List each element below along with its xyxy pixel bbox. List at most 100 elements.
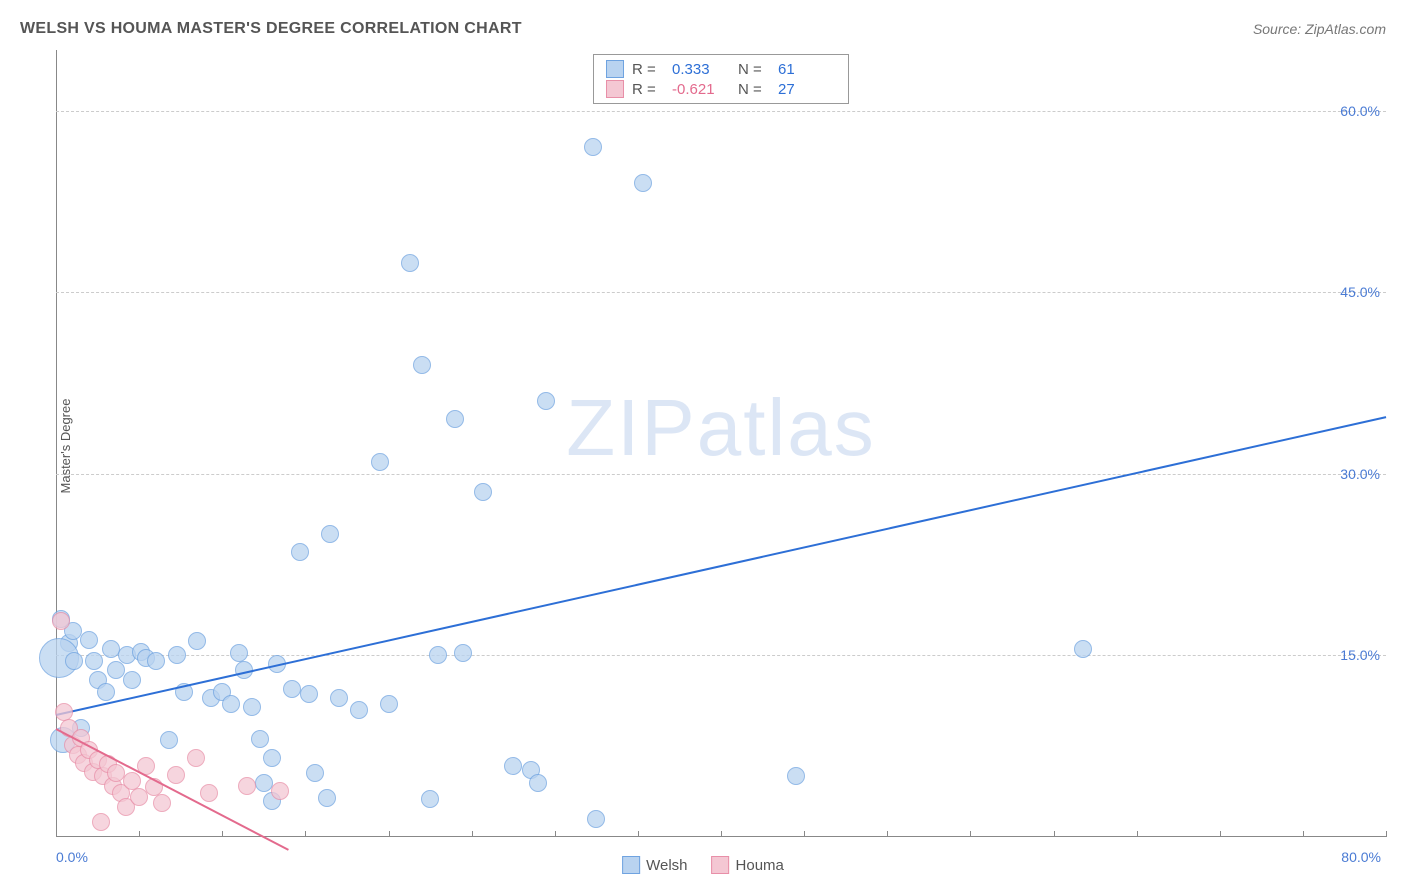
gridline xyxy=(56,292,1386,293)
xtick xyxy=(555,831,556,837)
data-point xyxy=(52,612,70,630)
r-label: R = xyxy=(632,61,664,78)
data-point xyxy=(537,392,555,410)
gridline xyxy=(56,474,1386,475)
data-point xyxy=(318,789,336,807)
gridline xyxy=(56,655,1386,656)
data-point xyxy=(634,174,652,192)
data-point xyxy=(222,695,240,713)
xtick xyxy=(56,831,57,837)
plot-area: 15.0%30.0%45.0%60.0%0.0%80.0% xyxy=(56,50,1386,837)
data-point xyxy=(371,453,389,471)
xtick xyxy=(305,831,306,837)
xtick xyxy=(139,831,140,837)
data-point xyxy=(65,652,83,670)
source-label: Source: ZipAtlas.com xyxy=(1253,21,1386,37)
data-point xyxy=(429,646,447,664)
ytick-label: 30.0% xyxy=(1340,466,1380,482)
data-point xyxy=(188,632,206,650)
data-point xyxy=(300,685,318,703)
xtick-label: 0.0% xyxy=(56,849,88,865)
xtick xyxy=(222,831,223,837)
xtick xyxy=(804,831,805,837)
data-point xyxy=(271,782,289,800)
xtick-label: 80.0% xyxy=(1341,849,1381,865)
data-point xyxy=(160,731,178,749)
data-point xyxy=(243,698,261,716)
xtick xyxy=(1220,831,1221,837)
data-point xyxy=(123,671,141,689)
data-point xyxy=(1074,640,1092,658)
legend-item-welsh: Welsh xyxy=(622,856,687,874)
data-point xyxy=(187,749,205,767)
xtick xyxy=(721,831,722,837)
xtick xyxy=(638,831,639,837)
data-point xyxy=(80,631,98,649)
swatch-welsh-icon xyxy=(622,856,640,874)
data-point xyxy=(504,757,522,775)
data-point xyxy=(230,644,248,662)
data-point xyxy=(474,483,492,501)
swatch-houma-icon xyxy=(606,80,624,98)
xtick xyxy=(970,831,971,837)
legend-label-houma: Houma xyxy=(736,857,784,874)
data-point xyxy=(107,764,125,782)
stats-row-houma: R = -0.621 N = 27 xyxy=(606,79,836,99)
data-point xyxy=(446,410,464,428)
n-label: N = xyxy=(738,81,770,98)
chart-title: WELSH VS HOUMA MASTER'S DEGREE CORRELATI… xyxy=(20,20,522,38)
data-point xyxy=(454,644,472,662)
data-point xyxy=(413,356,431,374)
legend-item-houma: Houma xyxy=(712,856,784,874)
data-point xyxy=(380,695,398,713)
data-point xyxy=(238,777,256,795)
xtick xyxy=(1386,831,1387,837)
data-point xyxy=(107,661,125,679)
data-point xyxy=(401,254,419,272)
ytick-label: 45.0% xyxy=(1340,284,1380,300)
n-value-houma: 27 xyxy=(778,81,836,98)
n-label: N = xyxy=(738,61,770,78)
data-point xyxy=(255,774,273,792)
data-point xyxy=(147,652,165,670)
stats-legend: R = 0.333 N = 61 R = -0.621 N = 27 xyxy=(593,54,849,104)
xtick xyxy=(887,831,888,837)
data-point xyxy=(330,689,348,707)
data-point xyxy=(291,543,309,561)
swatch-welsh-icon xyxy=(606,60,624,78)
regression-line xyxy=(56,416,1386,716)
r-value-welsh: 0.333 xyxy=(672,61,730,78)
data-point xyxy=(584,138,602,156)
data-point xyxy=(200,784,218,802)
data-point xyxy=(306,764,324,782)
swatch-houma-icon xyxy=(712,856,730,874)
chart-area: ZIPatlas 15.0%30.0%45.0%60.0%0.0%80.0% R… xyxy=(55,50,1386,837)
data-point xyxy=(283,680,301,698)
header: WELSH VS HOUMA MASTER'S DEGREE CORRELATI… xyxy=(20,20,1386,38)
r-value-houma: -0.621 xyxy=(672,81,730,98)
data-point xyxy=(529,774,547,792)
xtick xyxy=(389,831,390,837)
gridline xyxy=(56,111,1386,112)
data-point xyxy=(167,766,185,784)
data-point xyxy=(263,749,281,767)
xtick xyxy=(1054,831,1055,837)
bottom-legend: Welsh Houma xyxy=(622,856,784,874)
legend-label-welsh: Welsh xyxy=(646,857,687,874)
data-point xyxy=(421,790,439,808)
data-point xyxy=(153,794,171,812)
r-label: R = xyxy=(632,81,664,98)
data-point xyxy=(97,683,115,701)
xtick xyxy=(1137,831,1138,837)
xtick xyxy=(1303,831,1304,837)
ytick-label: 15.0% xyxy=(1340,647,1380,663)
xtick xyxy=(472,831,473,837)
data-point xyxy=(85,652,103,670)
data-point xyxy=(168,646,186,664)
data-point xyxy=(92,813,110,831)
n-value-welsh: 61 xyxy=(778,61,836,78)
data-point xyxy=(587,810,605,828)
data-point xyxy=(251,730,269,748)
data-point xyxy=(787,767,805,785)
ytick-label: 60.0% xyxy=(1340,103,1380,119)
